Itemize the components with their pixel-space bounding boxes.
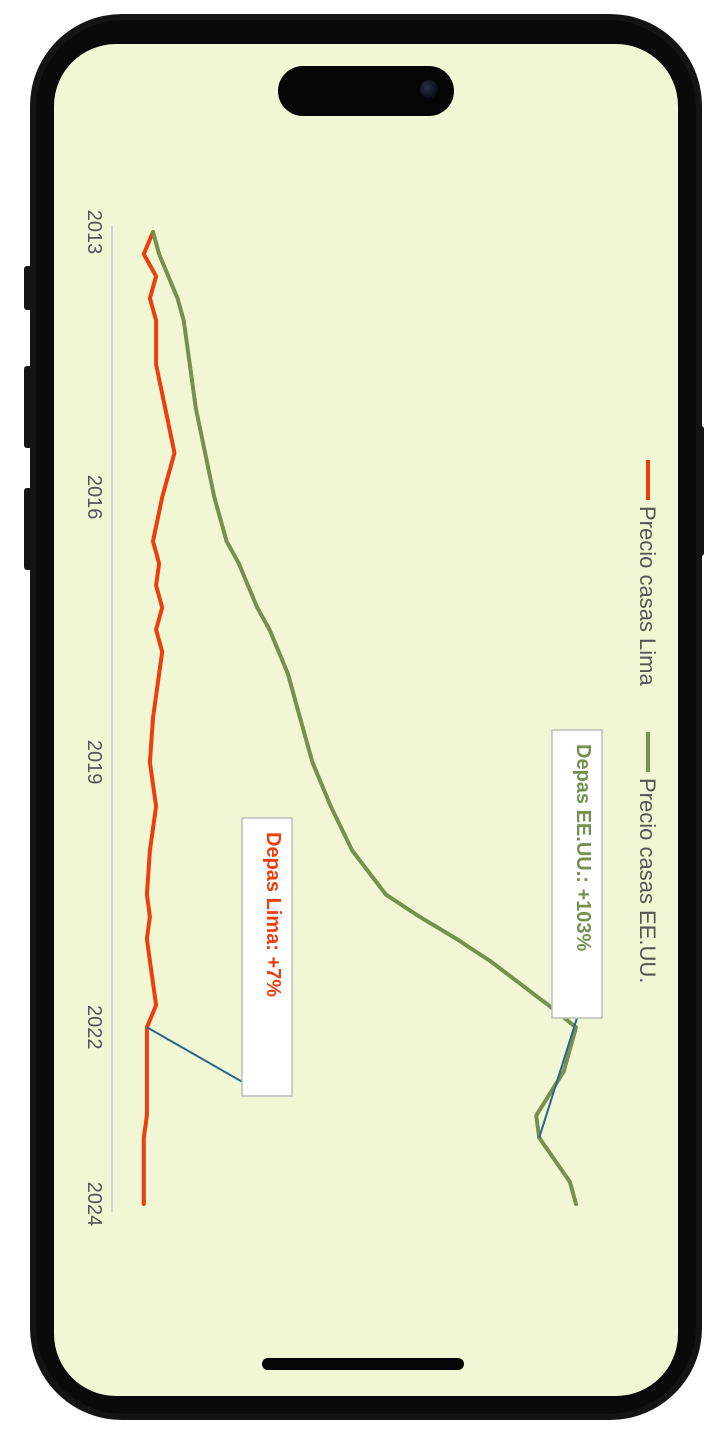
- phone-screen: [54, 44, 678, 1396]
- legend-label-2: Precio casas EE.UU.: [635, 778, 660, 983]
- tick-label-2019: 2019: [83, 740, 105, 785]
- home-indicator[interactable]: [262, 1358, 464, 1370]
- action-button[interactable]: [24, 266, 32, 310]
- series-line-2: [151, 230, 578, 1206]
- tick-label-2016: 2016: [83, 475, 105, 520]
- annotation-label-2: Depas EE.UU.: +103%: [572, 744, 594, 952]
- power-button[interactable]: [696, 426, 704, 556]
- annotation-connector-2: [538, 1017, 578, 1139]
- tick-label-2013: 2013: [83, 210, 105, 255]
- legend-label-1: Precio casas Lima: [635, 506, 660, 687]
- volume-down-button[interactable]: [24, 488, 32, 570]
- tick-label-2022: 2022: [83, 1005, 105, 1050]
- volume-up-button[interactable]: [24, 366, 32, 448]
- chart-plot: 2013 2016 2019 2022 2024 Precio casas Lima Pre…: [83, 210, 660, 1227]
- series-line-1: [141, 230, 177, 1206]
- tick-label-2024: 2024: [83, 1182, 105, 1227]
- annotation-box-2: [551, 729, 603, 1019]
- camera-lens-icon: [420, 80, 438, 98]
- annotation-box-1: [241, 817, 293, 1097]
- annotation-label-1: Depas Lima: +7%: [262, 832, 284, 997]
